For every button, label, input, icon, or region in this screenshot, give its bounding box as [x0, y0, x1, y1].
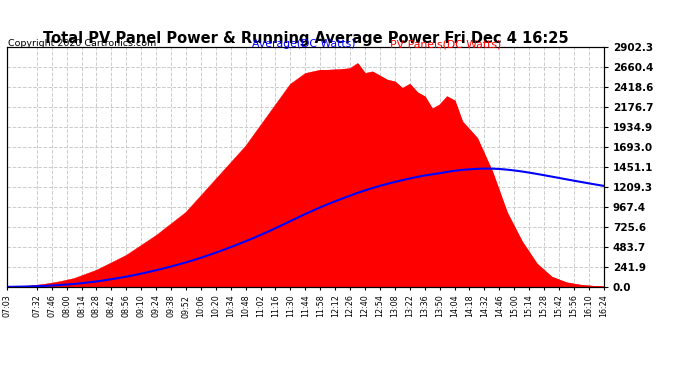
Text: Average(DC Watts): Average(DC Watts) — [252, 39, 355, 50]
Text: PV Panels(DC Watts): PV Panels(DC Watts) — [390, 39, 501, 50]
Text: Copyright 2020 Cartronics.com: Copyright 2020 Cartronics.com — [8, 39, 157, 48]
Title: Total PV Panel Power & Running Average Power Fri Dec 4 16:25: Total PV Panel Power & Running Average P… — [43, 31, 568, 46]
